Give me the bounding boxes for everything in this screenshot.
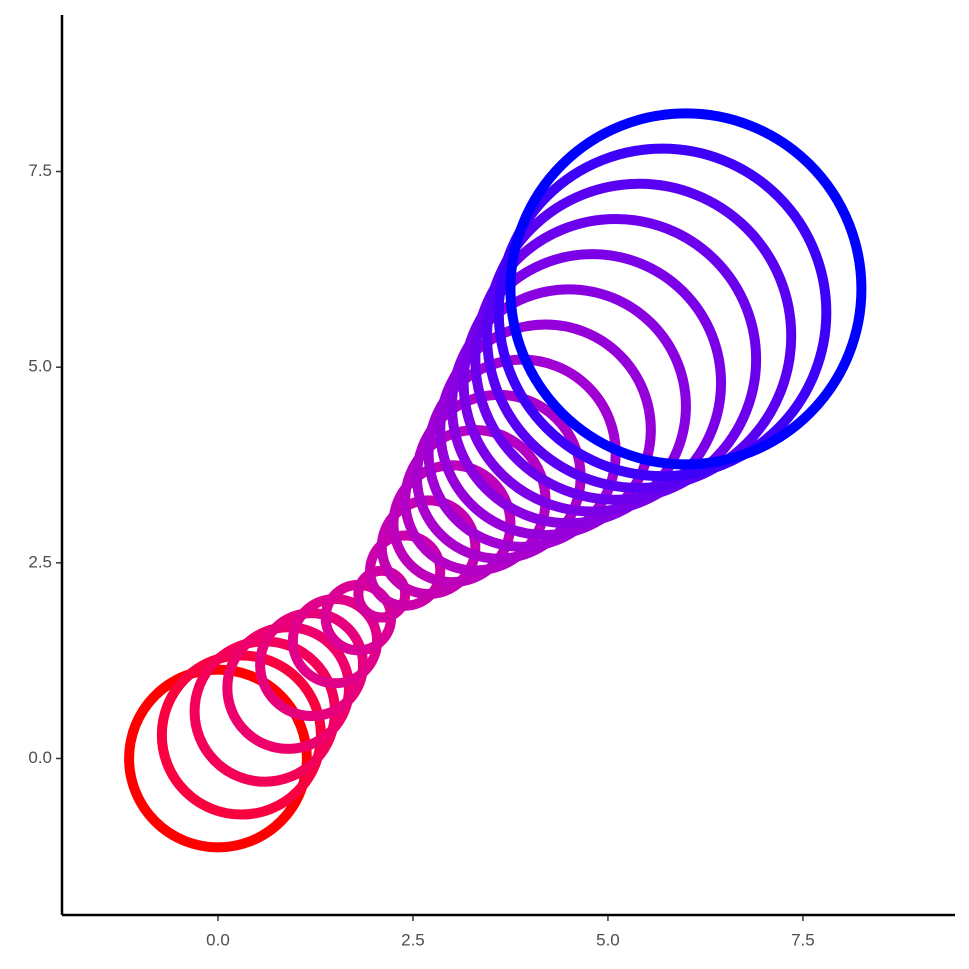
circle-mark xyxy=(435,319,656,541)
circle-mark xyxy=(493,143,832,482)
x-tick-label: 2.5 xyxy=(401,930,425,949)
x-tick-label: 7.5 xyxy=(791,930,815,949)
y-tick-label: 2.5 xyxy=(28,552,52,571)
x-tick-label: 5.0 xyxy=(596,930,620,949)
circle-mark xyxy=(255,608,369,722)
circle-mark xyxy=(505,108,867,470)
circle-mark xyxy=(124,664,312,853)
circle-mark xyxy=(353,565,411,623)
y-tick-label: 5.0 xyxy=(28,357,52,376)
circle-mark xyxy=(458,249,727,517)
circle-mark xyxy=(482,178,797,493)
y-tick-label: 7.5 xyxy=(28,161,52,180)
circle-mark xyxy=(446,284,691,529)
circle-mark xyxy=(388,460,516,588)
circle-mark xyxy=(156,650,326,820)
circle-mark xyxy=(365,530,446,611)
circle-mark xyxy=(470,213,762,505)
y-tick-label: 0.0 xyxy=(28,748,52,767)
x-tick-label: 0.0 xyxy=(206,930,230,949)
circle-mark xyxy=(376,495,481,599)
circle-mark xyxy=(222,622,355,754)
